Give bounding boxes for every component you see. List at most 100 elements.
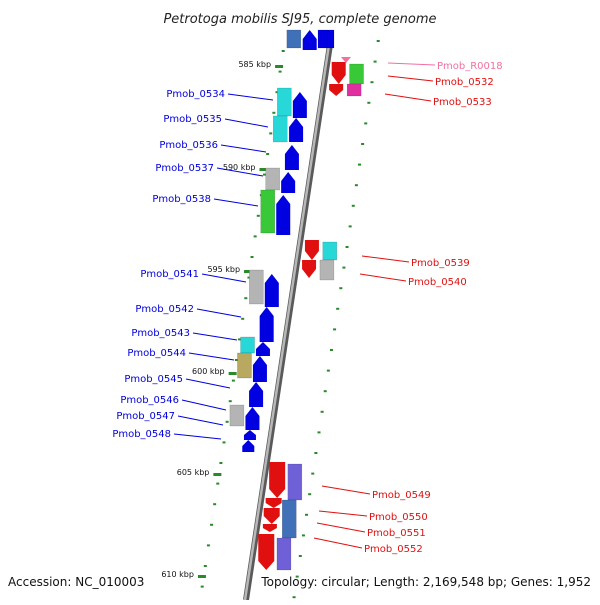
gene-label-text[interactable]: Pmob_0539: [411, 258, 470, 269]
reverse-gene-arrow: [262, 524, 277, 532]
gene-label-text[interactable]: Pmob_0541: [140, 269, 199, 280]
gene-label-pmob_0544[interactable]: Pmob_0544: [127, 348, 235, 361]
gene-label-text[interactable]: Pmob_R0018: [437, 61, 503, 72]
tick-dot: [336, 307, 340, 310]
gene-category-box: [349, 63, 364, 85]
tick-dot: [308, 493, 312, 496]
kbp-marker: 605 kbp: [177, 468, 222, 477]
forward-gene-arrow: [281, 172, 296, 193]
gene-category-box: [322, 241, 338, 261]
gene-label-text[interactable]: Pmob_0549: [372, 490, 431, 501]
tick-dot: [292, 596, 296, 599]
gene-label-pmob_0540[interactable]: Pmob_0540: [359, 273, 467, 288]
forward-gene-arrow: [276, 195, 291, 235]
gene-label-pmob_0538[interactable]: Pmob_0538: [152, 194, 259, 207]
forward-gene-arrow: [302, 30, 317, 50]
kbp-label: 590 kbp: [223, 163, 256, 172]
gene-label-pmob_0534[interactable]: Pmob_0534: [166, 89, 274, 101]
gene-label-pmob_0549[interactable]: Pmob_0549: [321, 485, 431, 501]
leader-line: [384, 93, 432, 102]
gene-label-text[interactable]: Pmob_0540: [408, 277, 467, 288]
tick-dot: [206, 544, 210, 547]
forward-gene-arrow: [255, 342, 270, 356]
gene-label-text[interactable]: Pmob_0548: [112, 429, 171, 440]
tick-dot: [219, 462, 223, 464]
gene-label-text[interactable]: Pmob_0544: [127, 348, 186, 359]
kbp-label: 605 kbp: [177, 468, 210, 477]
tick-dot: [200, 585, 204, 588]
gene-label-text[interactable]: Pmob_0532: [435, 77, 494, 88]
gene-label-pmob_0551[interactable]: Pmob_0551: [316, 522, 426, 539]
leader-line: [181, 399, 227, 411]
gene-label-text[interactable]: Pmob_0546: [120, 395, 179, 406]
gene-label-pmob_0545[interactable]: Pmob_0545: [124, 374, 231, 389]
forward-gene-arrow: [292, 92, 307, 118]
gene-label-pmob_0537[interactable]: Pmob_0537: [155, 163, 264, 177]
kbp-marker: 590 kbp: [223, 163, 268, 172]
tick-dot: [203, 565, 207, 567]
gene-label-text[interactable]: Pmob_0551: [367, 528, 426, 539]
gene-label-pmob_0552[interactable]: Pmob_0552: [313, 537, 423, 555]
gene-category-box: [277, 87, 292, 117]
gene-category-box: [265, 167, 280, 191]
leader-line: [196, 308, 242, 318]
tick-dot: [358, 163, 362, 166]
gene-label-pmob_0536[interactable]: Pmob_0536: [159, 140, 267, 153]
genome-backbone: [243, 37, 334, 601]
gene-label-text[interactable]: Pmob_0535: [163, 114, 222, 125]
gene-label-text[interactable]: Pmob_0550: [369, 512, 428, 523]
gene-label-pmob_0532[interactable]: Pmob_0532: [387, 75, 494, 88]
gene-label-pmob_r0018[interactable]: Pmob_R0018: [387, 61, 503, 72]
tick-dot: [367, 101, 371, 104]
gene-label-text[interactable]: Pmob_0552: [364, 544, 423, 555]
gene-label-text[interactable]: Pmob_0537: [155, 163, 214, 174]
gene-label-text[interactable]: Pmob_0534: [166, 89, 225, 100]
gene-label-pmob_0548[interactable]: Pmob_0548: [112, 429, 222, 440]
gene-label-pmob_0535[interactable]: Pmob_0535: [163, 114, 269, 128]
tick-dot: [370, 81, 374, 84]
leader-line: [185, 378, 231, 389]
gene-label-pmob_0541[interactable]: Pmob_0541: [140, 269, 247, 283]
reverse-gene-arrow: [329, 84, 344, 96]
gene-category-box: [319, 259, 335, 281]
tick-dot: [345, 246, 349, 248]
tick-dot: [281, 50, 285, 52]
tick-dot: [351, 204, 355, 207]
tick-dot: [295, 575, 299, 578]
gene-label-text[interactable]: Pmob_0542: [135, 304, 194, 315]
gene-label-pmob_0533[interactable]: Pmob_0533: [384, 93, 492, 108]
gene-label-pmob_0539[interactable]: Pmob_0539: [361, 255, 470, 269]
gene-label-text[interactable]: Pmob_0533: [433, 97, 492, 108]
kbp-tick: [244, 270, 253, 273]
tick-dot: [339, 287, 343, 290]
gene-label-text[interactable]: Pmob_0536: [159, 140, 218, 151]
tick-dot: [373, 60, 377, 63]
forward-gene-arrow: [264, 274, 279, 307]
tick-dot: [361, 143, 365, 145]
accession-text: Accession: NC_010003: [8, 575, 144, 589]
tick-dot: [348, 225, 352, 228]
gene-label-text[interactable]: Pmob_0547: [116, 411, 175, 422]
gene-label-pmob_0550[interactable]: Pmob_0550: [318, 510, 428, 523]
gene-label-pmob_0542[interactable]: Pmob_0542: [135, 304, 242, 318]
tick-dot: [225, 420, 229, 423]
leader-line: [188, 352, 235, 361]
forward-gene-arrow: [252, 356, 267, 382]
leader-line: [224, 118, 269, 128]
gene-label-pmob_0543[interactable]: Pmob_0543: [131, 328, 238, 341]
gene-label-text[interactable]: Pmob_0545: [124, 374, 183, 385]
tick-dot: [231, 379, 235, 382]
gene-category-box: [249, 269, 264, 305]
tick-dot: [228, 400, 232, 403]
kbp-tick: [275, 65, 284, 68]
gene-category-box: [237, 352, 252, 379]
reverse-gene-arrow: [258, 534, 275, 570]
gene-label-pmob_0547[interactable]: Pmob_0547: [116, 411, 224, 426]
leader-line: [227, 93, 274, 101]
tick-dot: [354, 184, 358, 187]
tick-dot: [244, 297, 248, 300]
gene-label-text[interactable]: Pmob_0538: [152, 194, 211, 205]
kbp-marker: 610 kbp: [161, 570, 206, 579]
gene-label-pmob_0546[interactable]: Pmob_0546: [120, 395, 227, 411]
gene-label-text[interactable]: Pmob_0543: [131, 328, 190, 339]
